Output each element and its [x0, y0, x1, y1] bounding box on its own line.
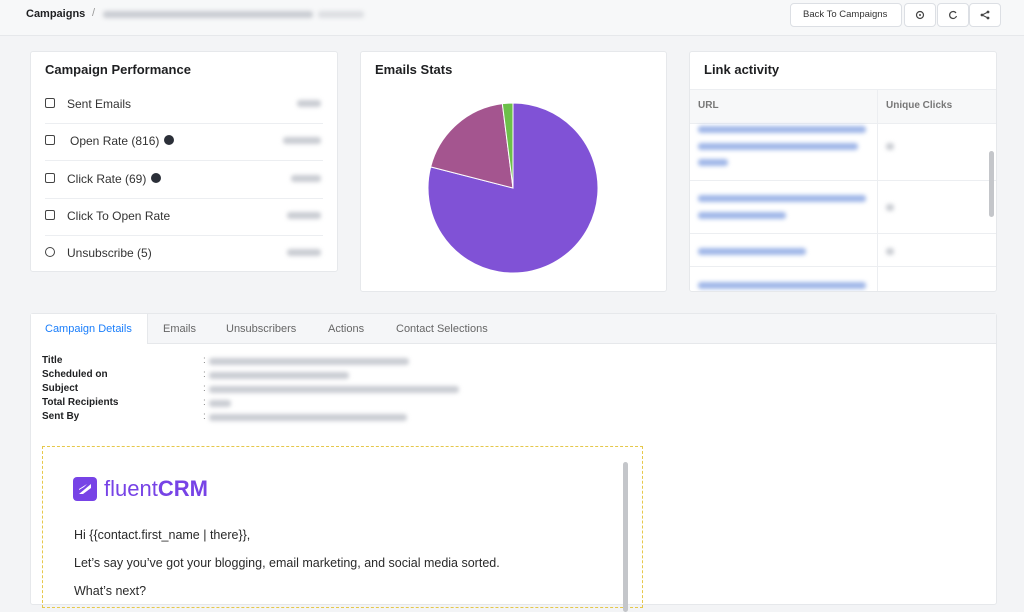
email-line: Let’s say you’ve got your blogging, emai… — [74, 556, 500, 570]
row-icon — [45, 247, 55, 257]
email-line: Hi {{contact.first_name | there}}, — [74, 528, 251, 542]
breadcrumb-divider: / — [92, 7, 96, 19]
back-button-label: Back To Campaigns — [803, 9, 888, 20]
column-divider — [877, 89, 878, 291]
tab[interactable]: Emails — [163, 323, 197, 335]
blurred-value — [283, 137, 321, 144]
performance-card: Campaign Performance Sent Emails Open Rat… — [30, 51, 338, 272]
page: {"breadcrumb":{"root":"Campaigns","divid… — [0, 3, 1024, 612]
blurred-value — [291, 175, 321, 182]
metric-label: Open Rate (816) — [70, 134, 160, 148]
blurred-value — [209, 372, 349, 379]
detail-separator: : — [203, 411, 206, 422]
active-tab — [31, 314, 148, 344]
row-separator — [45, 235, 323, 236]
scrollbar[interactable] — [989, 151, 994, 217]
logo-light: fluent — [104, 476, 158, 501]
row-icon — [45, 98, 55, 108]
row-icon — [45, 173, 55, 183]
info-icon — [151, 173, 161, 183]
tab[interactable]: Campaign Details — [45, 323, 132, 335]
column-header: Unique Clicks — [886, 100, 953, 111]
detail-separator: : — [203, 397, 206, 408]
refresh-button[interactable] — [937, 3, 969, 27]
blurred-text — [318, 11, 364, 18]
pie-slice[interactable] — [430, 103, 514, 189]
logo-bold: CRM — [157, 476, 208, 501]
share-button[interactable] — [969, 3, 1001, 27]
link-activity-card: Link activity URL Unique Clicks — [689, 51, 997, 292]
blurred-value — [209, 386, 459, 393]
settings-button[interactable] — [904, 3, 936, 27]
detail-label: Scheduled on — [42, 369, 108, 380]
row-separator — [45, 160, 323, 161]
blurred-text — [103, 11, 313, 18]
row-icon — [45, 135, 55, 145]
tab[interactable]: Unsubscribers — [226, 323, 297, 335]
logo-icon — [73, 477, 97, 501]
breadcrumb-root[interactable]: Campaigns — [26, 8, 86, 20]
table-header — [690, 89, 996, 124]
detail-label: Total Recipients — [42, 397, 119, 408]
metric-label: Unsubscribe (5) — [67, 246, 152, 260]
detail-separator: : — [203, 383, 206, 394]
row-separator — [45, 198, 323, 199]
blurred-value — [209, 358, 409, 365]
card-title: Link activity — [704, 62, 780, 77]
icon — [980, 10, 990, 20]
card-title: Emails Stats — [375, 62, 453, 77]
detail-label: Subject — [42, 383, 79, 394]
scrollbar[interactable] — [623, 462, 628, 612]
info-icon — [164, 135, 174, 145]
email-line: What’s next? — [74, 584, 147, 598]
row-separator — [45, 123, 323, 124]
blurred-value — [209, 400, 231, 407]
tab-bar — [31, 314, 996, 344]
metric-label: Click To Open Rate — [67, 209, 171, 223]
icon — [949, 10, 958, 20]
blurred-value — [209, 414, 407, 421]
blurred-value — [297, 100, 321, 107]
metric-label: Sent Emails — [67, 97, 132, 111]
pie-chart — [427, 102, 599, 274]
card-title: Campaign Performance — [45, 62, 191, 77]
row-icon — [45, 210, 55, 220]
email-stats-card: Emails Stats — [360, 51, 667, 292]
details-panel: Campaign Details Emails Unsubscribers Actio… — [30, 313, 997, 612]
detail-separator: : — [203, 355, 206, 366]
pie-slice[interactable] — [427, 102, 599, 274]
tab[interactable]: Actions — [328, 323, 365, 335]
icon — [915, 10, 925, 20]
detail-label: Sent By — [42, 411, 80, 422]
blurred-value — [287, 249, 321, 256]
metric-label: Click Rate (69) — [67, 172, 147, 186]
detail-separator: : — [203, 369, 206, 380]
logo-text: fluentCRM — [104, 476, 208, 502]
detail-label: Title — [42, 355, 63, 366]
tab[interactable]: Contact Selections — [396, 323, 488, 335]
column-header: URL — [698, 100, 719, 111]
back-button[interactable]: Back To Campaigns — [790, 3, 902, 27]
email-preview: fluentCRM Hi {{contact.first_name | ther… — [42, 446, 643, 612]
pie-slice[interactable] — [501, 102, 514, 189]
blurred-value — [287, 212, 321, 219]
